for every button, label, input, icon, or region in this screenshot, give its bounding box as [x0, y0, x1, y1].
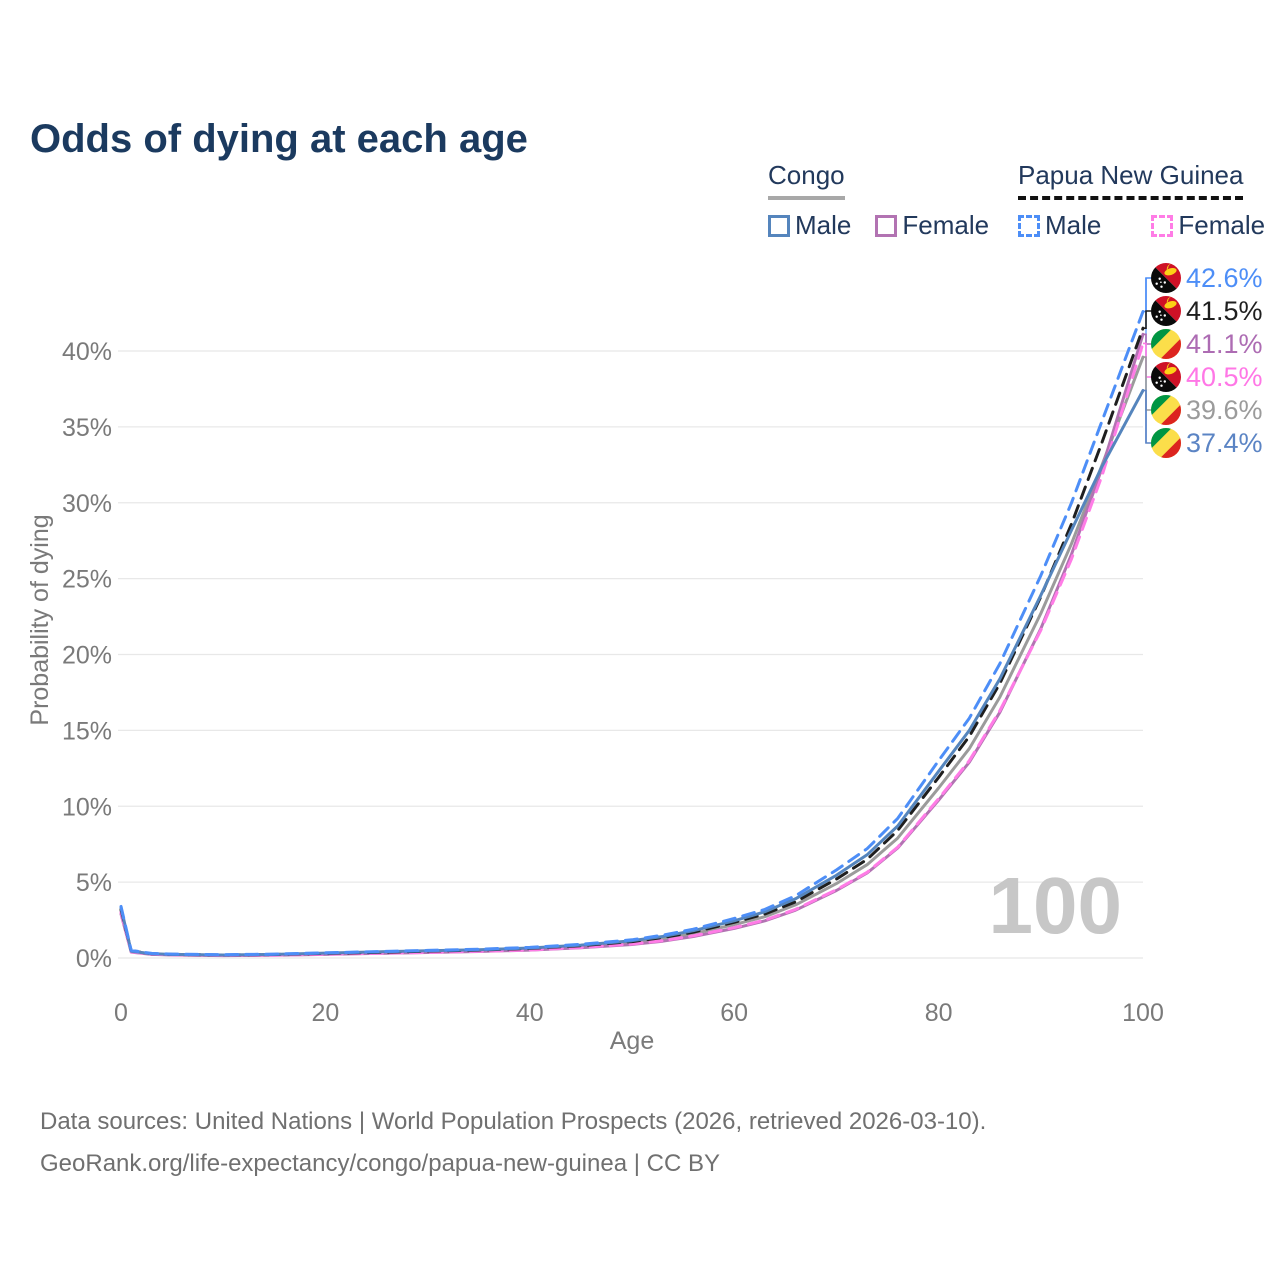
png-flag-icon	[1151, 296, 1181, 326]
y-tick-label: 5%	[76, 869, 112, 897]
png-male-swatch-icon	[1018, 214, 1040, 237]
leader-line-png_both	[1143, 310, 1151, 329]
legend-congo-female-label: Female	[902, 210, 990, 240]
end-value-label-congo_male: 37.4%	[1186, 428, 1263, 458]
series-line-png_female	[119, 341, 1145, 957]
x-tick-label: 20	[311, 999, 339, 1027]
y-tick-label: 10%	[62, 793, 112, 821]
end-value-label-congo_female: 41.1%	[1186, 329, 1263, 359]
data-sources-text: Data sources: United Nations | World Pop…	[40, 1108, 987, 1135]
legend-item-congo-female[interactable]: Female	[875, 210, 989, 241]
series-line-png_male	[119, 310, 1145, 957]
legend-png-female-label: Female	[1178, 210, 1266, 240]
congo-flag-icon	[1151, 428, 1181, 458]
png-flag-icon	[1151, 362, 1181, 392]
x-tick-label: 80	[925, 999, 953, 1027]
legend-item-png-female[interactable]: Female	[1151, 210, 1265, 241]
end-value-label-png_male: 42.6%	[1186, 263, 1263, 293]
y-axis-title: Probability of dying	[26, 514, 54, 725]
congo-female-swatch-icon	[875, 214, 898, 237]
congo-flag-icon	[1151, 329, 1181, 359]
x-tick-label: 60	[720, 999, 748, 1027]
y-tick-label: 30%	[62, 490, 112, 518]
y-tick-label: 15%	[62, 717, 112, 745]
y-tick-label: 25%	[62, 566, 112, 594]
x-tick-label: 100	[1122, 999, 1164, 1027]
leader-line-png_female	[1143, 342, 1151, 378]
legend-congo-male-label: Male	[795, 210, 852, 240]
leader-line-congo_female	[1143, 333, 1151, 345]
y-tick-label: 35%	[62, 414, 112, 442]
leader-line-congo_both	[1143, 356, 1151, 411]
page-title: Odds of dying at each age	[30, 116, 528, 161]
end-value-label-png_both: 41.5%	[1186, 296, 1263, 326]
series-curves	[119, 310, 1145, 958]
congo-flag-icon	[1151, 395, 1181, 425]
end-value-label-png_female: 40.5%	[1186, 362, 1263, 392]
legend-congo-title: Congo	[768, 160, 845, 200]
png-flag-icon	[1151, 263, 1181, 293]
png-female-swatch-icon	[1151, 214, 1174, 237]
legend-papua-new-guinea: Papua New Guinea Male Female	[1018, 160, 1265, 241]
y-tick-label: 0%	[76, 945, 112, 973]
y-tick-label: 20%	[62, 642, 112, 670]
x-tick-label: 0	[114, 999, 128, 1027]
legend-item-png-male[interactable]: Male	[1018, 210, 1101, 241]
grid: 0% 5% 10% 15% 20% 25% 30% 35% 40%	[62, 338, 1143, 973]
y-tick-label: 40%	[62, 338, 112, 366]
x-axis-title: Age	[610, 1027, 654, 1055]
end-labels: 42.6%41.5%41.1%40.5%39.6%37.4%	[1143, 263, 1263, 458]
legend-png-title: Papua New Guinea	[1018, 160, 1244, 200]
attribution-text: GeoRank.org/life-expectancy/congo/papua-…	[40, 1150, 720, 1177]
leader-line-png_male	[1143, 277, 1151, 313]
legend-png-male-label: Male	[1045, 210, 1102, 240]
end-value-label-congo_both: 39.6%	[1186, 395, 1263, 425]
congo-male-swatch-icon	[768, 214, 790, 237]
legend-item-congo-male[interactable]: Male	[768, 210, 851, 241]
x-tick-label: 40	[516, 999, 544, 1027]
leader-line-congo_male	[1143, 389, 1151, 444]
legend-congo: Congo Male Female	[768, 160, 989, 241]
age-counter-watermark: 100	[988, 861, 1122, 950]
